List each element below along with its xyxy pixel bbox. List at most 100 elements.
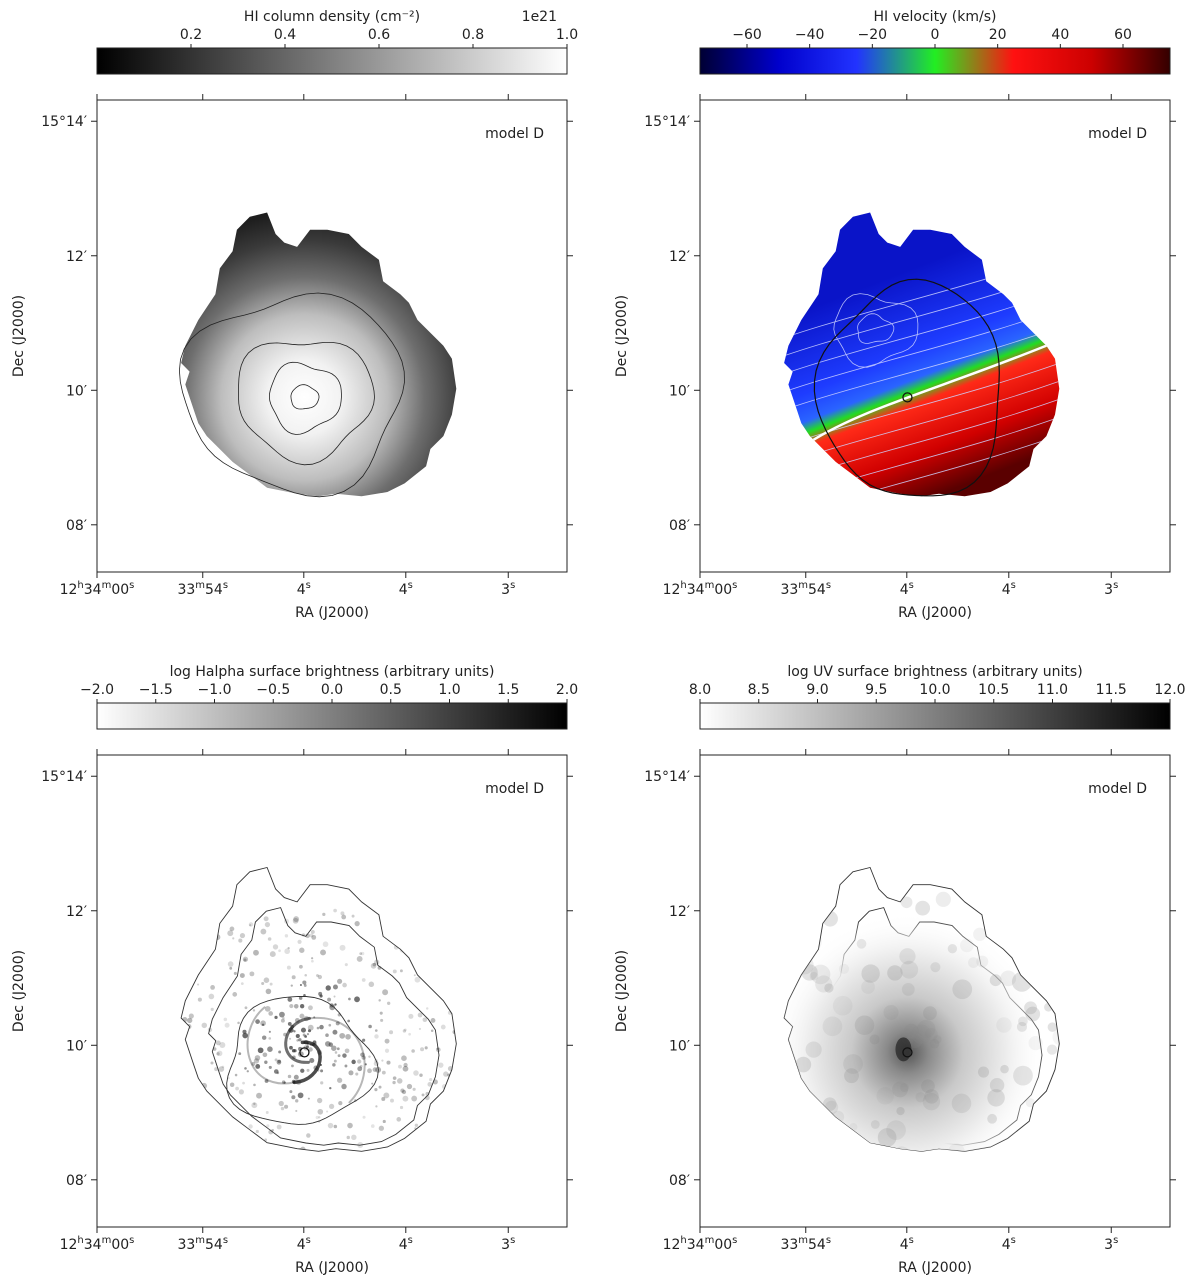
halpha-knot: [344, 963, 348, 967]
uv-clump: [1016, 1021, 1028, 1032]
uv-clump: [947, 944, 958, 954]
halpha-knot: [303, 993, 306, 997]
halpha-knot: [264, 1005, 271, 1012]
halpha-knot: [351, 1059, 356, 1065]
uv-clump: [996, 1017, 1012, 1033]
uv-clump: [900, 960, 919, 979]
uv-clump: [985, 909, 1003, 927]
x-tick-label-part: 4: [399, 1237, 408, 1253]
halpha-knot: [214, 1114, 220, 1120]
halpha-knot: [272, 1160, 276, 1164]
halpha-knot: [384, 1038, 390, 1044]
x-axis-label: RA (J2000): [295, 605, 369, 621]
colorbar-tick-label: 0.6: [368, 27, 390, 43]
colorbar-tick-label: −1.0: [198, 682, 232, 698]
uv-clump: [876, 1087, 894, 1105]
halpha-knot: [420, 1047, 425, 1052]
halpha-knot: [372, 962, 377, 967]
halpha-knot: [283, 918, 289, 924]
halpha-knot: [202, 960, 206, 964]
halpha-knot: [239, 973, 245, 979]
halpha-knot: [310, 929, 315, 934]
halpha-knot: [370, 963, 377, 969]
halpha-knot: [311, 934, 317, 940]
halpha-knot: [242, 956, 249, 962]
uv-clump: [1013, 1065, 1033, 1086]
halpha-knot: [228, 1152, 234, 1158]
halpha-knot: [296, 1039, 299, 1042]
halpha-knot: [354, 1099, 357, 1102]
uv-clump: [1044, 1002, 1053, 1012]
x-tick-label-part: m: [195, 580, 205, 591]
halpha-knot: [299, 964, 303, 969]
y-axis-label: Dec (J2000): [11, 950, 27, 1032]
uv-clump: [838, 963, 850, 974]
halpha-knot: [399, 947, 405, 953]
uv-clump: [973, 927, 987, 941]
halpha-knot: [351, 1134, 357, 1141]
halpha-knot: [383, 1092, 390, 1099]
uv-clump: [989, 974, 1002, 987]
colorbar-tick-label: 8.0: [689, 682, 711, 698]
uv-clump: [1025, 1006, 1041, 1022]
halpha-knot: [374, 1088, 378, 1092]
hi-velocity-map: [784, 212, 1060, 497]
colorbar-tick-label: 2.0: [556, 682, 578, 698]
x-tick-label-part: m: [798, 1235, 808, 1246]
colorbar-tick-label: 9.0: [806, 682, 828, 698]
colorbar-label: log Halpha surface brightness (arbitrary…: [170, 664, 495, 680]
halpha-knot: [212, 1047, 217, 1051]
halpha-knot: [382, 1156, 384, 1158]
halpha-knot: [357, 1142, 364, 1148]
halpha-knot: [266, 1124, 270, 1128]
halpha-knot: [339, 944, 346, 951]
colorbar: 0.2 0.4 0.6 0.8 1.0 HI column density (cm⁻²) 1…: [96, 9, 578, 75]
halpha-knot: [334, 1051, 338, 1054]
uv-clump: [789, 1085, 809, 1105]
halpha-knot: [425, 1091, 430, 1096]
halpha-knot: [364, 1063, 367, 1066]
halpha-knot: [443, 1071, 449, 1077]
colorbar-tick-label: 0.5: [380, 682, 402, 698]
halpha-knot: [333, 1059, 337, 1063]
halpha-knot: [182, 1017, 188, 1023]
x-tick-label-part: s: [1011, 1235, 1016, 1246]
halpha-knot: [289, 1045, 293, 1050]
x-axis-label: RA (J2000): [295, 1260, 369, 1276]
halpha-knot: [430, 1029, 434, 1032]
halpha-knot: [295, 1033, 300, 1039]
x-tick-label: 3s: [1104, 1235, 1118, 1253]
halpha-knot: [264, 1079, 269, 1083]
halpha-knot: [229, 1082, 235, 1087]
halpha-knot: [375, 1066, 382, 1073]
x-tick-label-part: s: [826, 580, 831, 591]
x-tick-label-part: s: [223, 580, 228, 591]
halpha-knot: [299, 1003, 305, 1009]
halpha-knot: [339, 1032, 346, 1039]
halpha-knot: [253, 1083, 256, 1087]
halpha-knot: [333, 995, 336, 998]
halpha-knot: [332, 1063, 336, 1067]
halpha-knot: [313, 1016, 316, 1019]
halpha-knot: [318, 1120, 321, 1123]
halpha-knot: [424, 1046, 428, 1050]
halpha-knot: [238, 938, 243, 943]
uv-clump: [922, 1092, 941, 1111]
x-tick-label-part: s: [1011, 580, 1016, 591]
halpha-knot: [216, 1052, 220, 1056]
halpha-knot: [378, 1085, 382, 1089]
halpha-knot: [181, 1036, 185, 1040]
uv-clump: [1052, 1028, 1060, 1046]
halpha-knot: [274, 1058, 278, 1062]
uv-clump: [917, 1019, 936, 1038]
halpha-knot: [325, 1041, 331, 1047]
halpha-knot: [335, 1021, 340, 1026]
uv-clump: [932, 1035, 942, 1044]
halpha-knot: [304, 1035, 307, 1038]
halpha-knot: [414, 1123, 419, 1127]
halpha-knot: [372, 1067, 378, 1072]
halpha-knot: [329, 1003, 334, 1008]
density-contours: [178, 292, 405, 498]
halpha-knot: [381, 1096, 386, 1101]
